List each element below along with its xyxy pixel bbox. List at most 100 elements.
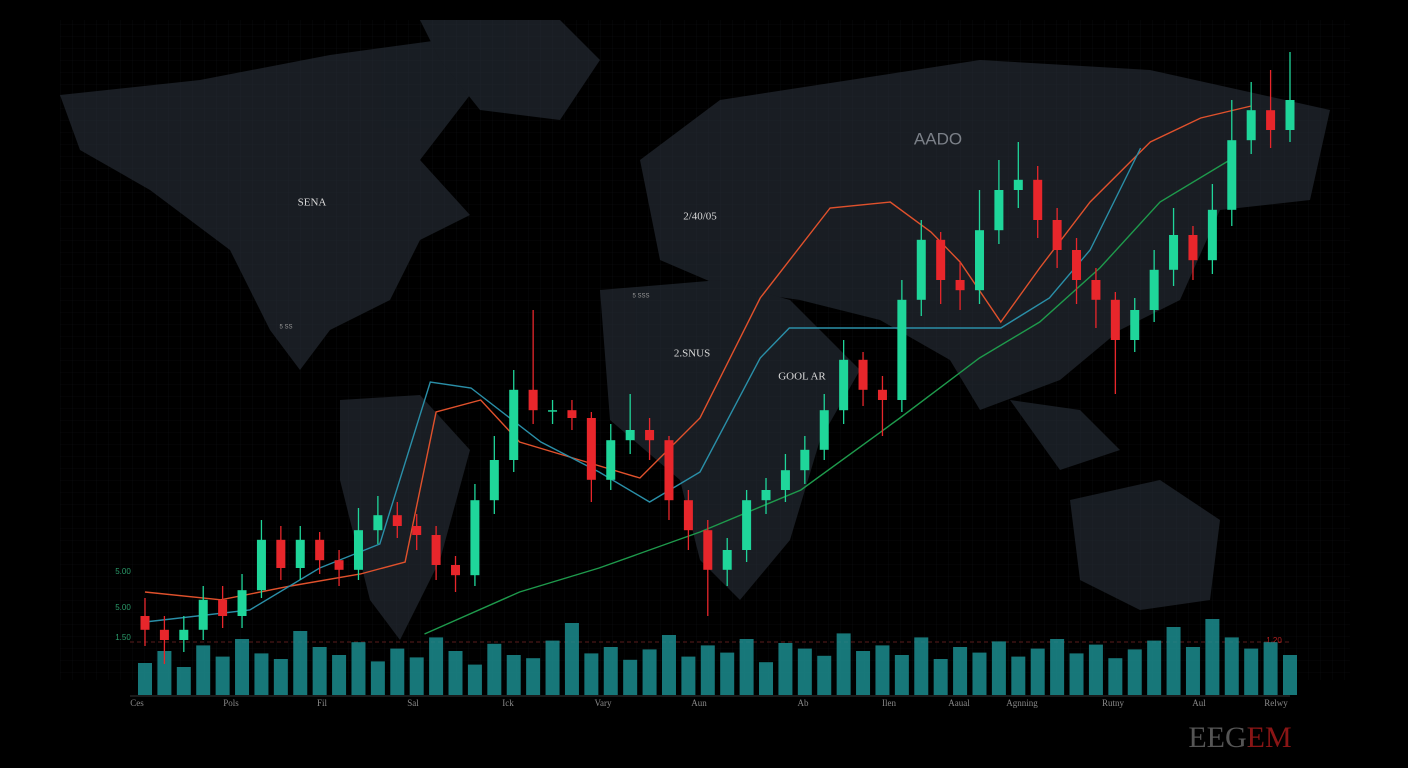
volume-bar [215,656,230,695]
volume-bar [273,659,288,695]
annotation: 2/40/05 [683,211,717,223]
candle-body [955,280,965,291]
x-tick-label: Aul [1192,698,1206,708]
candles [140,52,1295,664]
x-tick-label: Relwy [1264,698,1288,708]
volume-bar [817,655,832,695]
candle-body [606,440,616,480]
annotation: GOOL AR [778,371,826,383]
ma-line [424,159,1231,635]
volume-bar [914,637,929,695]
candle-body [936,239,946,280]
candle-body [470,500,480,576]
volume-bar [1030,648,1045,695]
x-tick-label: Ces [130,698,144,708]
candle-body [1266,110,1276,130]
x-tick-label: Aaual [948,698,970,708]
volume-bar [1185,647,1200,695]
volume-bar [409,657,424,695]
volume-bar [429,637,444,695]
annotations: SENA AADO 2/40/05 5 SSS 5 SS 2.SNUS GOOL… [115,129,1291,753]
candle-body [179,629,189,640]
candle-body [373,515,383,531]
candle-body [159,629,169,640]
annotation: 1.50 [115,633,131,642]
volume-bar [545,640,560,695]
volume-bar [254,653,269,695]
candle-body [548,410,558,412]
x-tick-label: Pols [223,698,239,708]
x-tick-label: Agnning [1006,698,1038,708]
x-tick-label: Vary [595,698,612,708]
candle-body [645,430,655,441]
volume-bar [138,663,152,695]
candle-body [334,560,344,570]
candle-body [431,535,441,565]
watermark: EEGEM [1188,721,1291,754]
candle-body [761,490,771,501]
volume-bar [332,655,347,695]
ma-line [144,105,1252,601]
candle-body [412,526,422,535]
candle-body [295,539,305,568]
volume-bar [526,658,541,695]
x-tick-label: Ilen [882,698,896,708]
candle-body [819,410,829,450]
candle-body [1285,100,1295,130]
ma-line [144,147,1142,623]
volume-bar [196,645,211,695]
candle-body [237,590,247,616]
x-tick-label: Ab [798,698,809,708]
candle-body [528,389,538,411]
volume-bar [1108,658,1123,695]
volume-bar [759,662,774,695]
candle-body [1110,299,1120,340]
candle-body [974,230,984,291]
volume-bar [894,655,909,695]
candle-body [218,599,228,616]
annotation: SENA [298,197,327,209]
x-tick-label: Fil [317,698,328,708]
candle-body [1149,269,1159,310]
candle-body [916,239,926,300]
candle-body [567,410,577,418]
x-tick-label: Rutny [1102,698,1125,708]
volume-bar [1147,640,1162,695]
annotation: AADO [914,129,962,148]
volume-bar [1069,653,1084,695]
volume-bar [1127,649,1142,695]
candle-body [994,190,1004,231]
volume-bar [797,648,812,695]
volume-bar [235,639,250,695]
candle-body [451,565,461,576]
candle-body [877,389,887,400]
volume-bar [1050,639,1065,695]
volume-bar [603,647,618,695]
candle-body [1130,310,1140,340]
volume-bar [700,645,715,695]
candle-body [198,599,208,630]
candle-body [586,418,596,480]
candle-body [1013,179,1023,190]
candle-body [683,500,693,531]
volume-bar [564,623,579,695]
annotation: 5.00 [115,567,131,576]
annotation: 5.00 [115,603,131,612]
volume-bar [467,664,482,695]
candle-body [1207,209,1217,261]
candle-body [897,299,907,400]
volume-bar [448,651,463,695]
annotation: 1.20 [1266,636,1282,645]
candle-body [800,449,810,471]
volume-bar [157,651,172,695]
volume-bar [933,659,948,695]
candle-body [1227,140,1237,210]
candle-body [1052,220,1062,250]
x-tick-label: Aun [691,698,707,708]
annotation: 2.SNUS [674,348,710,360]
candle-body [625,430,635,441]
volume-bar [681,656,696,695]
volume-bar [836,633,851,695]
candle-body [742,500,752,550]
